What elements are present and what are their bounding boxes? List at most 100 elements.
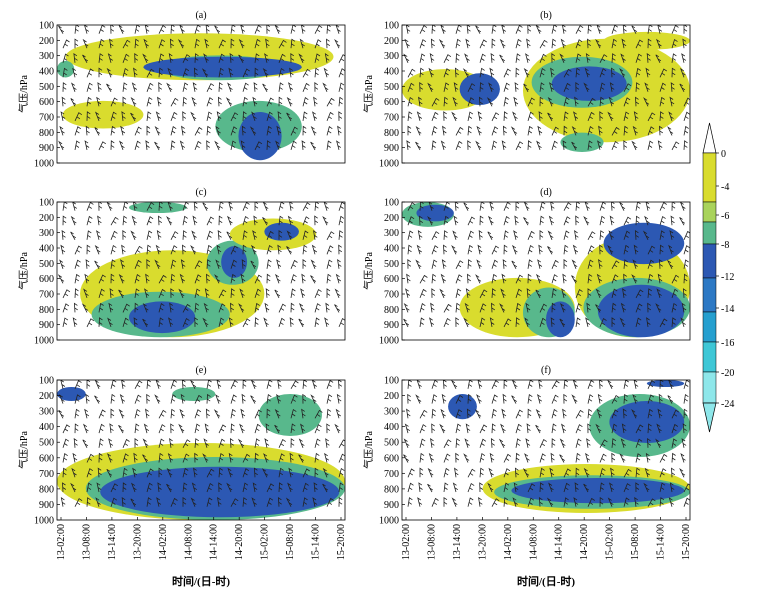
- wind-barb: [598, 259, 603, 269]
- wind-barb: [490, 52, 495, 63]
- wind-barb: [194, 317, 199, 327]
- y-tick-label: 700: [384, 469, 399, 480]
- wind-barb: [584, 67, 590, 78]
- wind-barb: [527, 25, 532, 34]
- wind-barb: [290, 288, 296, 298]
- wind-barb: [206, 380, 212, 389]
- wind-barb: [575, 202, 581, 211]
- wind-barb: [403, 53, 410, 63]
- wind-barb: [491, 498, 500, 507]
- wind-barb: [278, 202, 285, 211]
- wind-barb: [182, 496, 187, 507]
- wind-barb: [431, 273, 437, 284]
- wind-barb: [313, 482, 318, 493]
- wind-barb: [431, 288, 436, 298]
- wind-barb: [599, 230, 605, 240]
- wind-barb: [190, 111, 197, 122]
- wind-barb: [70, 82, 77, 92]
- wind-barb: [158, 215, 163, 226]
- wind-barb: [515, 38, 522, 49]
- wind-barb: [226, 231, 233, 240]
- y-tick-label: 500: [384, 438, 399, 449]
- wind-barb: [206, 482, 214, 493]
- wind-barb: [60, 497, 66, 507]
- x-tick-label: 14-02:00: [503, 524, 514, 560]
- y-tick-label: 400: [39, 244, 54, 255]
- wind-barb: [563, 202, 572, 211]
- wind-barb: [659, 111, 664, 121]
- wind-barb: [573, 111, 579, 122]
- wind-barb: [488, 82, 494, 92]
- wind-barb: [599, 317, 607, 328]
- y-tick-label: 600: [384, 274, 399, 285]
- wind-barb: [406, 273, 411, 284]
- wind-barb: [261, 468, 269, 478]
- wind-barb: [415, 394, 422, 404]
- panel-label: (a): [195, 10, 206, 21]
- wind-barb: [478, 496, 483, 507]
- wind-barb: [451, 245, 458, 255]
- wind-barb: [338, 230, 344, 240]
- wind-barb: [131, 215, 137, 226]
- wind-barb: [655, 38, 662, 49]
- wind-barb: [491, 126, 499, 136]
- wind-barb: [310, 141, 317, 151]
- wind-barb: [575, 67, 581, 78]
- wind-barb: [671, 467, 676, 478]
- wind-barb: [524, 317, 530, 328]
- wind-barb: [334, 304, 341, 313]
- y-tick-label: 500: [39, 438, 54, 449]
- wind-barb: [266, 97, 274, 107]
- y-tick-label: 100: [384, 198, 399, 209]
- wind-barb: [563, 82, 571, 92]
- wind-barb: [106, 67, 113, 78]
- wind-barb: [145, 140, 150, 150]
- wind-barb: [620, 53, 626, 63]
- wind-barb: [302, 259, 307, 269]
- wind-barb: [170, 408, 176, 419]
- colorbar-segment: [702, 311, 717, 343]
- wind-barb: [289, 317, 294, 327]
- wind-barb: [515, 317, 520, 327]
- wind-barb: [537, 393, 543, 404]
- wind-barb: [503, 244, 508, 255]
- wind-barb: [609, 482, 615, 493]
- y-axis-label: 气压/hPa: [362, 252, 375, 290]
- wind-barb: [539, 467, 545, 478]
- wind-barb: [679, 468, 686, 478]
- wind-barb: [206, 111, 213, 121]
- wind-barb: [563, 244, 569, 255]
- wind-barb: [575, 303, 582, 313]
- wind-barb: [110, 497, 118, 507]
- wind-barb: [86, 380, 91, 389]
- wind-barb: [230, 259, 238, 269]
- wind-barb: [599, 380, 604, 389]
- wind-barb: [609, 215, 615, 226]
- contour-region: [129, 202, 187, 214]
- wind-barb: [202, 202, 209, 211]
- wind-barb: [623, 468, 632, 478]
- wind-barb: [683, 259, 689, 269]
- wind-barb: [274, 273, 281, 284]
- wind-barb: [86, 244, 91, 255]
- wind-barb: [479, 215, 484, 226]
- y-tick-label: 200: [384, 36, 399, 47]
- wind-barb: [574, 96, 579, 107]
- contour-region: [597, 284, 685, 338]
- wind-barb: [336, 393, 342, 404]
- wind-barb: [206, 259, 211, 269]
- wind-barb: [537, 259, 543, 269]
- wind-barb: [503, 68, 511, 78]
- wind-barb: [158, 288, 166, 299]
- wind-barb: [158, 467, 163, 478]
- wind-barb: [621, 38, 627, 49]
- wind-barb: [59, 259, 65, 269]
- wind-barb: [416, 111, 423, 122]
- wind-barb: [466, 408, 471, 419]
- wind-barb: [182, 215, 188, 226]
- y-tick-label: 500: [384, 82, 399, 93]
- wind-barb: [643, 97, 650, 107]
- wind-barb: [563, 216, 571, 226]
- wind-barb: [418, 96, 423, 107]
- wind-barb: [98, 452, 103, 463]
